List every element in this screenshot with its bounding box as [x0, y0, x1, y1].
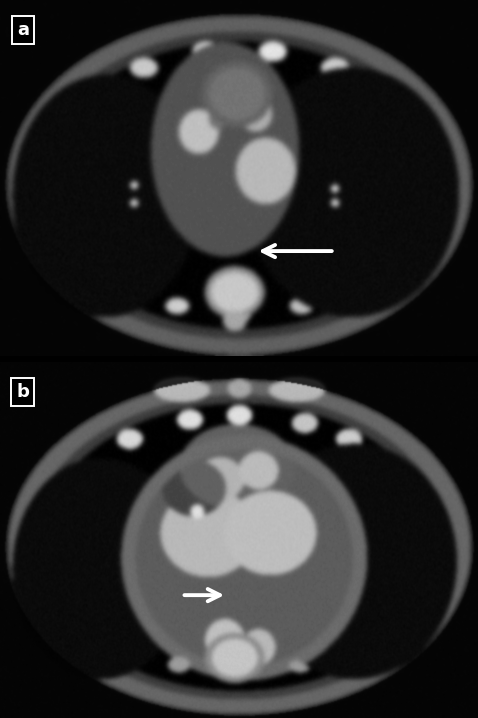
Text: b: b	[17, 383, 29, 401]
Text: a: a	[17, 22, 29, 39]
